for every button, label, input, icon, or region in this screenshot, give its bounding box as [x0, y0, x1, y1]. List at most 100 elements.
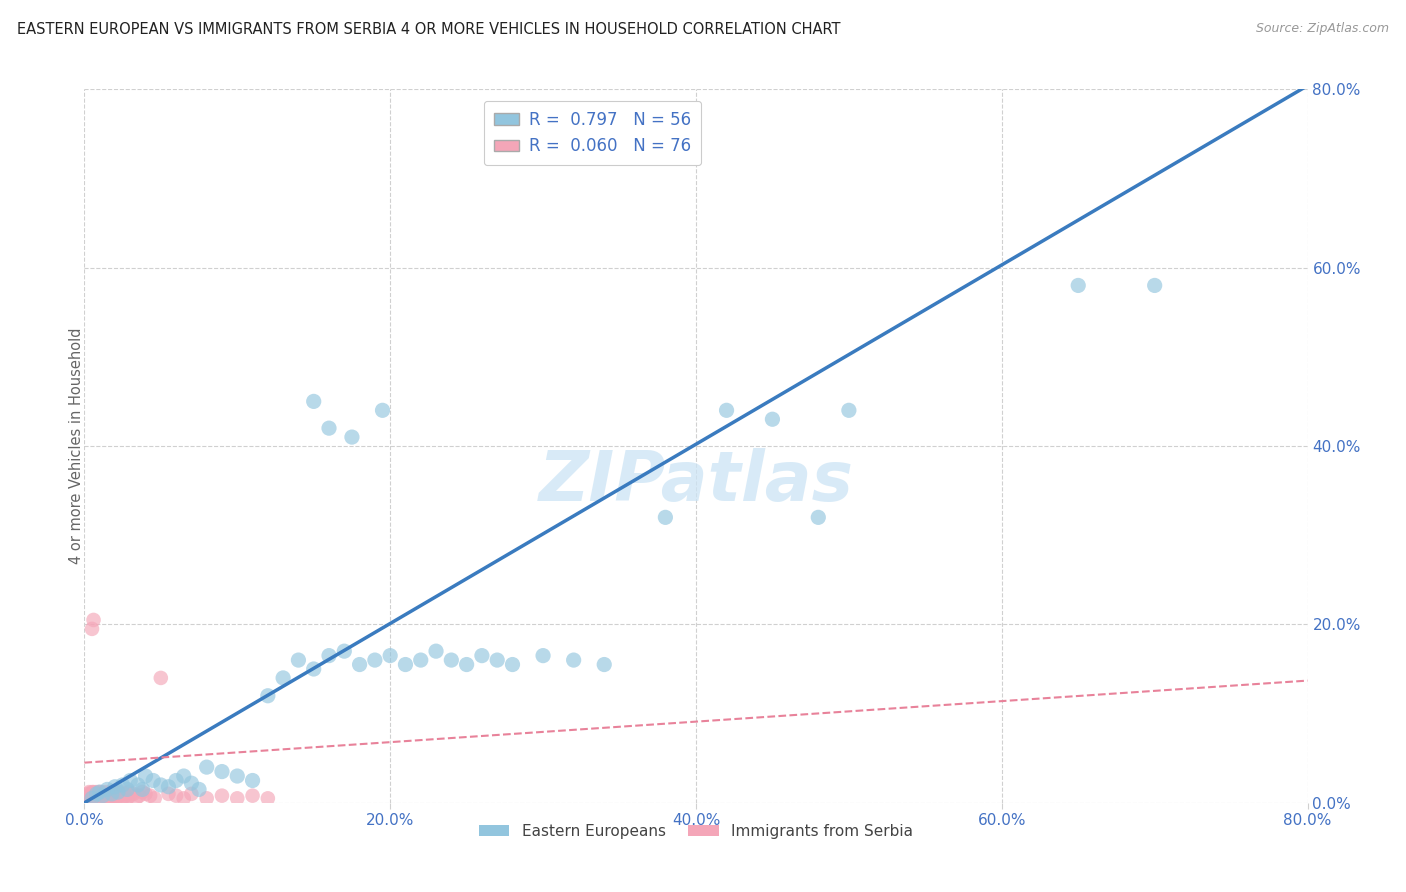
Point — [157, 780, 180, 794]
Point — [118, 785, 141, 799]
Point — [83, 785, 105, 799]
Point — [456, 657, 478, 672]
Point — [271, 671, 294, 685]
Point — [302, 662, 325, 676]
Point — [80, 791, 103, 805]
Point — [120, 773, 142, 788]
Text: EASTERN EUROPEAN VS IMMIGRANTS FROM SERBIA 4 OR MORE VEHICLES IN HOUSEHOLD CORRE: EASTERN EUROPEAN VS IMMIGRANTS FROM SERB… — [17, 22, 841, 37]
Point — [302, 394, 325, 409]
Point — [761, 412, 783, 426]
Point — [114, 789, 136, 803]
Point — [83, 613, 105, 627]
Point — [131, 782, 153, 797]
Point — [93, 787, 115, 801]
Point — [318, 421, 340, 435]
Point — [86, 791, 108, 805]
Point — [139, 789, 162, 803]
Point — [195, 791, 218, 805]
Point — [531, 648, 554, 663]
Point — [77, 789, 100, 803]
Point — [90, 787, 112, 801]
Point — [87, 787, 110, 801]
Point — [318, 648, 340, 663]
Point — [111, 791, 134, 805]
Point — [79, 787, 101, 801]
Point — [79, 791, 101, 805]
Point — [654, 510, 676, 524]
Point — [111, 778, 134, 792]
Point — [107, 785, 129, 799]
Y-axis label: 4 or more Vehicles in Household: 4 or more Vehicles in Household — [69, 327, 83, 565]
Point — [84, 791, 107, 805]
Point — [96, 782, 118, 797]
Point — [96, 789, 118, 803]
Point — [142, 773, 165, 788]
Point — [287, 653, 309, 667]
Point — [97, 787, 120, 801]
Point — [104, 785, 127, 799]
Point — [165, 789, 187, 803]
Point — [157, 787, 180, 801]
Point — [112, 787, 135, 801]
Point — [93, 791, 115, 805]
Point — [83, 791, 105, 805]
Point — [94, 789, 117, 803]
Point — [180, 787, 202, 801]
Point — [149, 671, 172, 685]
Point — [104, 780, 127, 794]
Point — [80, 622, 103, 636]
Point — [226, 769, 249, 783]
Point — [115, 791, 138, 805]
Point — [135, 769, 157, 783]
Point — [125, 791, 148, 805]
Point — [110, 785, 132, 799]
Point — [149, 778, 172, 792]
Point — [86, 787, 108, 801]
Point — [101, 789, 124, 803]
Point — [211, 789, 233, 803]
Point — [173, 791, 195, 805]
Point — [502, 657, 524, 672]
Point — [1067, 278, 1090, 293]
Text: ZIPatlas: ZIPatlas — [538, 448, 853, 516]
Point — [101, 785, 124, 799]
Point — [226, 791, 249, 805]
Point — [1143, 278, 1166, 293]
Point — [425, 644, 447, 658]
Point — [195, 760, 218, 774]
Point — [91, 785, 114, 799]
Point — [103, 787, 125, 801]
Point — [562, 653, 585, 667]
Point — [101, 787, 124, 801]
Point — [91, 789, 114, 803]
Point — [257, 689, 280, 703]
Point — [89, 789, 111, 803]
Point — [77, 785, 100, 799]
Point — [77, 791, 100, 805]
Legend: Eastern Europeans, Immigrants from Serbia: Eastern Europeans, Immigrants from Serbi… — [472, 818, 920, 845]
Point — [86, 785, 108, 799]
Point — [242, 773, 264, 788]
Point — [257, 791, 280, 805]
Point — [188, 782, 211, 797]
Point — [440, 653, 463, 667]
Point — [98, 791, 121, 805]
Point — [105, 791, 128, 805]
Point — [394, 657, 416, 672]
Point — [75, 791, 97, 805]
Point — [211, 764, 233, 779]
Point — [79, 789, 101, 803]
Point — [128, 789, 150, 803]
Point — [122, 787, 145, 801]
Point — [471, 648, 494, 663]
Point — [807, 510, 830, 524]
Point — [486, 653, 509, 667]
Point — [173, 769, 195, 783]
Point — [76, 791, 98, 805]
Point — [340, 430, 363, 444]
Point — [380, 648, 402, 663]
Point — [838, 403, 860, 417]
Point — [716, 403, 738, 417]
Point — [333, 644, 356, 658]
Point — [90, 791, 112, 805]
